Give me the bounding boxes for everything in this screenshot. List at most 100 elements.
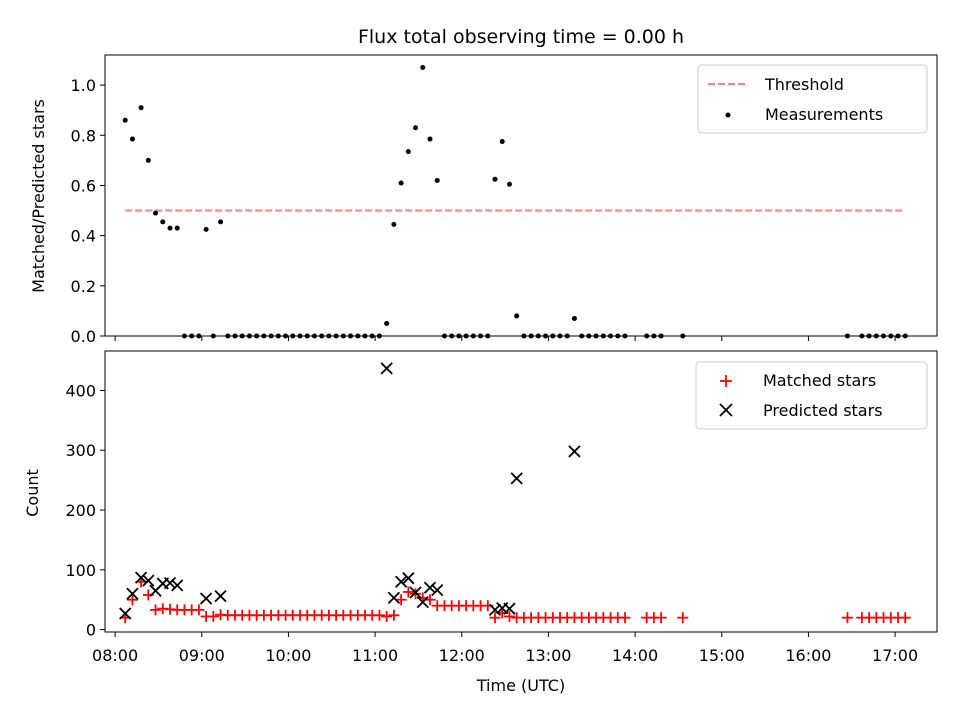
predicted-star-point [488,603,502,617]
matched-star-point [395,594,407,606]
measurement-point [122,117,128,123]
measurement-point [499,139,505,145]
bottom-legend: Matched stars Predicted stars [695,361,928,430]
predicted-star-point [171,579,184,592]
measurement-point [434,177,440,183]
measurement-point [427,136,433,142]
bottom-marks [119,362,911,624]
x-tick-label: 12:00 [439,646,485,665]
matched-star-point [619,612,631,624]
measurement-point [420,65,426,71]
predicted-star-point [394,575,408,588]
predicted-star-point [214,589,227,603]
matched-star-point [899,612,911,624]
top-y-tick-label: 0.8 [71,126,96,145]
predicted-star-point [416,595,429,609]
bottom-x-ticks: 08:00 09:00 10:00 11:00 12:00 13:00 14:00 15:00… [92,632,918,665]
x-tick-label: 13:00 [525,646,571,665]
predicted-star-point [163,576,177,590]
top-y-tick-label: 0.4 [71,227,96,246]
predicted-star-point [402,572,415,585]
measurement-point [174,225,180,231]
matched-star-point [677,612,689,624]
x-tick-label: 17:00 [872,646,918,665]
bottom-axes-frame [104,350,938,633]
bottom-y-tick-label: 0 [86,621,96,640]
predicted-star-point [423,581,437,594]
measurement-point [405,149,411,155]
predicted-star-point [510,472,523,485]
matched-star-point [373,609,385,621]
matched-star-point [381,610,393,622]
top-legend-box [697,64,928,134]
bottom-y-tick-label: 100 [65,561,96,580]
top-x-ticks [114,336,896,341]
measurement-point [384,320,390,326]
legend-measurements-label: Measurements [765,105,883,124]
measurement-point [391,221,397,227]
bottom-panel: 0 100 200 300 400 08:00 09:00 10:00 11:00 12:00 1… [23,350,938,695]
measurement-point [413,125,419,131]
measurement-point [145,157,151,163]
measurement-point [129,136,135,142]
measurement-point [218,219,224,225]
matched-star-point [402,586,414,598]
top-panel: 0.0 0.2 0.4 0.6 0.8 1.0 Matched/Predicted sta… [29,54,938,346]
x-tick-label: 09:00 [179,646,225,665]
top-y-tick-label: 0.6 [71,176,96,195]
top-y-tick-label: 0.2 [71,277,96,296]
top-axes-frame [104,54,938,337]
measurement-point [153,210,159,216]
bottom-y-axis-label: Count [23,469,42,517]
top-y-tick-label: 1.0 [71,76,96,95]
predicted-star-point [142,574,155,587]
measurement-point [506,181,512,187]
matched-star-point [489,612,501,624]
bottom-y-ticks: 0 100 200 300 400 [65,381,105,640]
legend-predicted-swatch [719,403,733,417]
matched-star-point [207,610,219,622]
matched-star-point [655,612,667,624]
matched-star-point [841,612,853,624]
measurement-point [571,315,577,321]
matched-star-point [193,604,205,616]
predicted-star-point [119,607,132,620]
measurement-point [138,105,144,111]
x-tick-label: 15:00 [699,646,745,665]
bottom-legend-box [695,361,928,430]
predicted-star-point [380,362,393,375]
predicted-star-point [134,571,148,584]
measurement-point [167,225,173,231]
predicted-star-point [431,584,444,597]
top-y-tick-label: 0.0 [71,327,96,346]
predicted-star-point [199,592,213,605]
legend-predicted-label: Predicted stars [763,401,883,420]
predicted-star-point [568,445,581,458]
legend-threshold-label: Threshold [764,75,844,94]
measurement-point [203,226,209,232]
x-tick-label: 14:00 [612,646,658,665]
matched-star-point [388,609,400,621]
predicted-star-point [126,587,139,600]
predicted-star-point [387,591,401,605]
measurement-point [492,176,498,182]
bottom-y-tick-label: 300 [65,441,96,460]
legend-matched-swatch [720,375,732,387]
x-tick-label: 11:00 [352,646,398,665]
predicted-star-point [409,586,422,599]
chart-title: Flux total observing time = 0.00 h [358,26,684,48]
predicted-star-point [503,602,516,615]
bottom-y-tick-label: 200 [65,501,96,520]
x-tick-label: 08:00 [92,646,138,665]
measurement-point [514,313,520,319]
bottom-y-tick-label: 400 [65,381,96,400]
legend-measurements-swatch [725,112,731,118]
matched-star-point [126,594,138,606]
measurement-point [160,219,166,225]
x-axis-label: Time (UTC) [476,676,565,695]
top-legend: Threshold Measurements [697,64,928,134]
measurement-point [398,180,404,186]
matched-star-point [150,604,162,616]
x-tick-label: 16:00 [785,646,831,665]
